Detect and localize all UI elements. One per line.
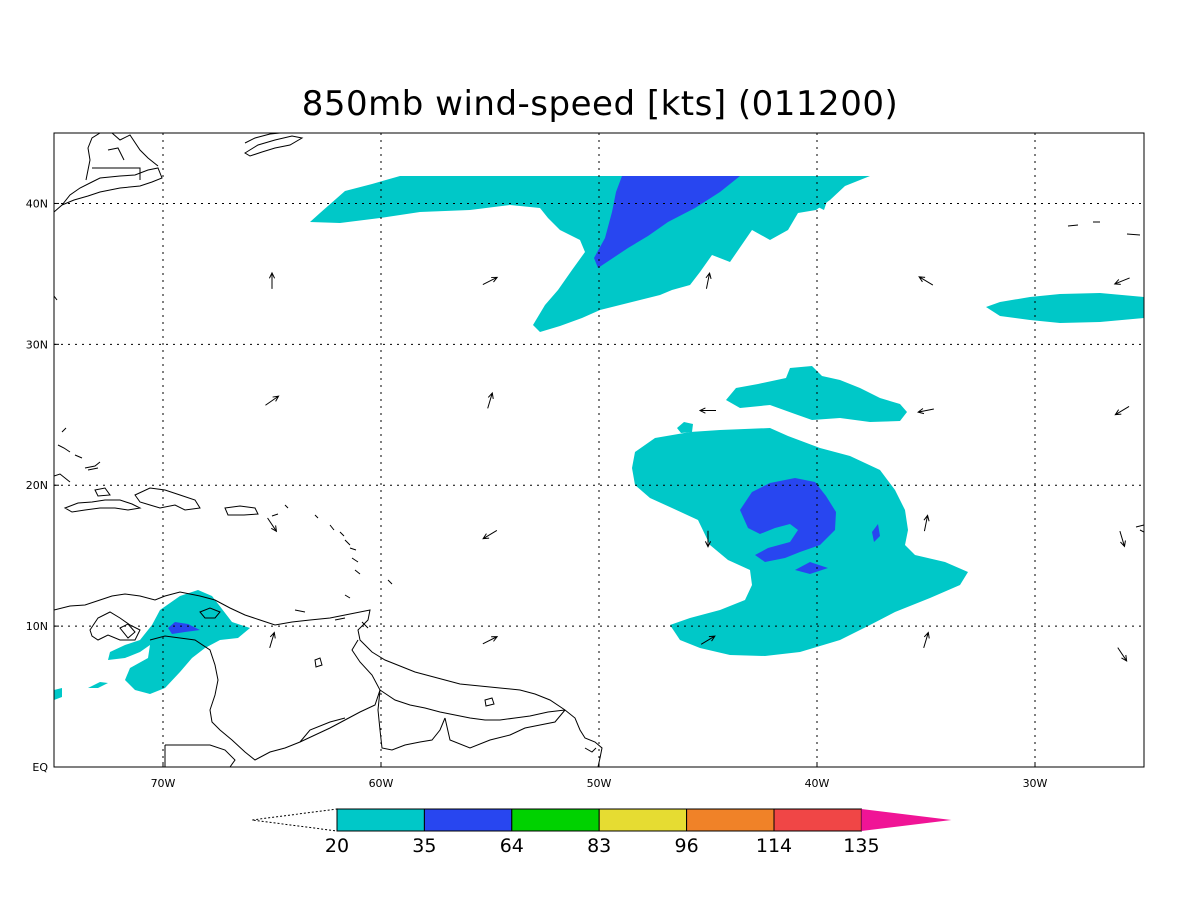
- small-patch-ne-20kt: [816, 196, 828, 210]
- lat-label-4: 40N: [26, 197, 48, 210]
- colorbar-segment-5: [773, 808, 862, 832]
- wind-vector-8: [917, 408, 934, 415]
- colorbar-label-4: 96: [675, 835, 699, 857]
- east-patch-20kt: [986, 293, 1144, 323]
- colorbar-label-1: 35: [412, 835, 436, 857]
- wind-vector-18: [923, 631, 930, 649]
- wind-vector-4: [1113, 277, 1130, 285]
- wind-vector-0: [268, 271, 276, 289]
- jet-streak-north-20kt: [310, 176, 870, 332]
- colorbar-label-6: 135: [843, 835, 879, 857]
- lon-label-1: 60W: [369, 777, 394, 790]
- jet-streak-north-35kt: [594, 176, 740, 268]
- lon-label-0: 70W: [151, 777, 176, 790]
- wind-vector-11: [482, 529, 498, 540]
- lon-label-4: 30W: [1023, 777, 1048, 790]
- colorbar-segment-1: [423, 808, 513, 832]
- colorbar-overflow: [861, 809, 952, 831]
- map-title: 850mb wind-speed [kts] (011200): [302, 84, 898, 124]
- wind-vector-14: [1119, 530, 1126, 548]
- colorbar: 20 35 64 83 96 114 135: [251, 808, 952, 857]
- lon-label-2: 50W: [587, 777, 612, 790]
- wind-vector-1: [482, 276, 499, 285]
- lat-label-3: 30N: [26, 338, 48, 351]
- wind-vector-10: [267, 517, 278, 533]
- wind-vector-6: [487, 391, 494, 409]
- wind-vector-13: [923, 514, 930, 532]
- caribbean-core-35kt: [168, 622, 200, 634]
- wind-vector-2: [705, 271, 712, 289]
- wind-vector-16: [482, 636, 499, 645]
- latitude-labels: EQ 10N 20N 30N 40N: [26, 197, 59, 774]
- wind-vector-12: [704, 530, 712, 548]
- wind-vectors: [265, 271, 1130, 662]
- colorbar-label-2: 64: [500, 835, 524, 857]
- wind-vector-15: [269, 631, 276, 649]
- colorbar-label-0: 20: [325, 835, 349, 857]
- colorbar-segment-4: [686, 808, 775, 832]
- colorbar-label-5: 114: [756, 835, 792, 857]
- lat-label-2: 20N: [26, 479, 48, 492]
- wind-vector-19: [1117, 647, 1128, 662]
- small-patch-south-20kt: [88, 682, 108, 688]
- wind-vector-7: [698, 407, 716, 414]
- lat-label-1: 10N: [26, 620, 48, 633]
- small-patch-20kt: [677, 422, 693, 433]
- wind-vector-5: [265, 395, 280, 406]
- cyclone-core-35kt: [740, 478, 880, 574]
- lat-label-0: EQ: [32, 761, 48, 774]
- longitude-labels: 70W 60W 50W 40W 30W: [151, 762, 1048, 790]
- wind-vector-17: [700, 635, 716, 645]
- small-patch-west-20kt: [54, 688, 62, 700]
- colorbar-label-3: 83: [587, 835, 611, 857]
- lon-label-3: 40W: [805, 777, 830, 790]
- colorbar-segment-2: [511, 808, 600, 832]
- colorbar-underflow: [251, 808, 338, 832]
- caribbean-patch-20kt: [108, 590, 250, 694]
- wind-speed-shading: [54, 176, 1144, 700]
- gridlines: [54, 133, 1144, 767]
- wind-vector-9: [1114, 406, 1130, 416]
- colorbar-segment-0: [336, 808, 425, 832]
- colorbar-segment-3: [598, 808, 688, 832]
- wind-vector-3: [918, 276, 934, 286]
